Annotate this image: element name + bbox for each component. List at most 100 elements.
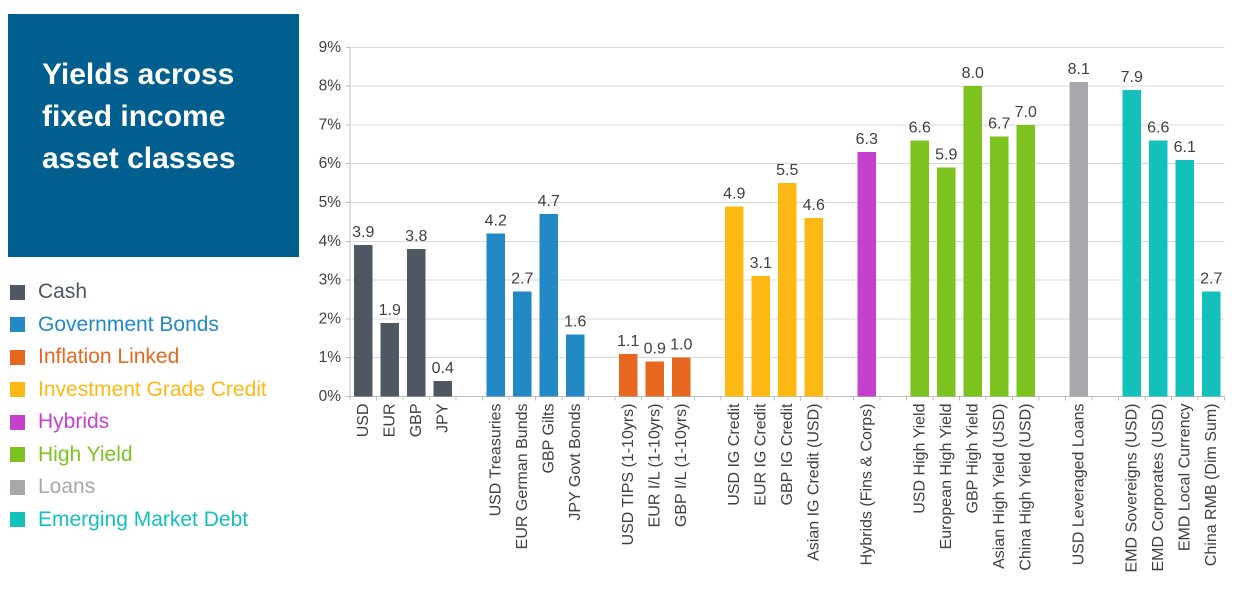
bar (645, 361, 664, 397)
x-axis-category-label: EMD Local Currency (1176, 404, 1193, 552)
chart-legend: Cash Government Bonds Inflation Linked I… (10, 276, 267, 536)
y-axis-tick-label: 0% (319, 388, 342, 405)
bar-value-label: 3.9 (352, 224, 374, 241)
bar (990, 136, 1009, 397)
x-axis-category-label: USD (355, 404, 372, 438)
legend-item-inflation-linked: Inflation Linked (10, 341, 267, 374)
bar-value-label: 3.8 (405, 228, 427, 245)
bar (804, 218, 823, 397)
bar-value-label: 6.3 (856, 131, 878, 148)
bar (778, 183, 797, 397)
bar-value-label: 6.6 (909, 119, 931, 136)
bar-value-label: 8.0 (962, 65, 984, 82)
bar-value-label: 4.9 (723, 185, 745, 202)
bar-value-label: 6.1 (1174, 139, 1196, 156)
legend-swatch-government-bonds (10, 317, 25, 333)
bar-value-label: 0.9 (644, 341, 666, 358)
x-axis-category-label: EUR I/L (1-10yrs) (646, 404, 663, 528)
bar-value-label: 1.0 (670, 337, 692, 354)
legend-label: Cash (38, 280, 88, 304)
x-axis-category-label: EMD Sovereigns (USD) (1123, 404, 1140, 573)
bar-value-label: 6.6 (1147, 119, 1169, 136)
y-axis-tick-label: 8% (319, 78, 342, 95)
legend-item-high-yield: High Yield (10, 439, 267, 472)
legend-label: Loans (38, 475, 96, 499)
bar (566, 334, 585, 397)
bar (1149, 140, 1168, 397)
bar-value-label: 4.7 (538, 193, 560, 210)
x-axis-category-label: China High Yield (USD) (1017, 404, 1034, 571)
x-axis-category-label: GBP Gilts (540, 404, 557, 474)
bar (725, 206, 744, 397)
bar-value-label: 4.2 (485, 213, 507, 230)
legend-swatch-emerging-market-debt (10, 512, 25, 528)
x-axis-category-label: Asian IG Credit (USD) (805, 404, 822, 561)
y-axis-tick-label: 7% (319, 116, 342, 133)
bar (857, 152, 876, 397)
x-axis-category-label: USD Leveraged Loans (1070, 404, 1087, 566)
legend-label: Government Bonds (38, 312, 219, 336)
bar (407, 249, 426, 397)
bar-value-label: 7.0 (1015, 104, 1037, 121)
x-axis-category-label: USD Treasuries (487, 404, 504, 517)
legend-item-loans: Loans (10, 471, 267, 504)
legend-swatch-hybrids (10, 414, 25, 430)
x-axis-category-label: EMD Corporates (USD) (1150, 404, 1167, 572)
legend-swatch-investment-grade-credit (10, 382, 25, 398)
bar (619, 353, 638, 397)
x-axis-category-label: Hybrids (Fins & Corps) (858, 404, 875, 566)
x-axis-category-label: China RMB (Dim Sum) (1203, 404, 1220, 567)
bar-value-label: 2.7 (1200, 271, 1222, 288)
x-axis-category-label: USD IG Credit (726, 403, 743, 506)
y-axis-tick-label: 2% (319, 310, 342, 327)
bar (486, 233, 505, 397)
bar (672, 357, 691, 397)
y-axis-tick-label: 9% (319, 39, 342, 56)
legend-label: Emerging Market Debt (38, 507, 249, 531)
x-axis-category-label: USD TIPS (1-10yrs) (620, 404, 637, 546)
legend-label: Inflation Linked (38, 345, 180, 369)
bar (433, 380, 452, 397)
bar (380, 322, 399, 397)
x-axis-category-label: GBP I/L (1-10yrs) (673, 404, 690, 528)
page-title-line-2: fixed income (42, 100, 226, 133)
bar-value-label: 7.9 (1121, 69, 1143, 86)
legend-item-hybrids: Hybrids (10, 406, 267, 439)
legend-swatch-inflation-linked (10, 349, 25, 365)
bar-value-label: 6.7 (988, 116, 1010, 133)
bar-value-label: 1.6 (564, 313, 586, 330)
bar (1069, 82, 1088, 397)
legend-label: Hybrids (38, 410, 110, 434)
x-axis-category-label: European High Yield (938, 404, 955, 550)
bar-value-label: 0.4 (432, 360, 454, 377)
bar-value-label: 3.1 (750, 255, 772, 272)
page-title-line-1: Yields across (42, 58, 235, 91)
bar-value-label: 5.5 (776, 162, 798, 179)
bar (1202, 291, 1221, 397)
bar (513, 291, 532, 397)
bar (354, 245, 373, 397)
bar (539, 214, 558, 397)
legend-item-emerging-market-debt: Emerging Market Debt (10, 504, 267, 537)
bar-value-label: 1.1 (617, 333, 639, 350)
legend-swatch-cash (10, 284, 25, 300)
legend-item-cash: Cash (10, 276, 267, 309)
bar (1175, 159, 1194, 397)
legend-label: Investment Grade Credit (38, 377, 267, 401)
bar-value-label: 8.1 (1068, 61, 1090, 78)
x-axis-category-label: JPY Govt Bonds (567, 404, 584, 521)
y-axis-tick-label: 6% (319, 155, 342, 172)
page-title-line-3: asset classes (42, 142, 236, 175)
y-axis-tick-label: 3% (319, 272, 342, 289)
x-axis-category-label: GBP High Yield (964, 404, 981, 514)
legend-item-investment-grade-credit: Investment Grade Credit (10, 374, 267, 407)
y-axis-tick-label: 4% (319, 233, 342, 250)
legend-item-government-bonds: Government Bonds (10, 309, 267, 342)
bar (1016, 124, 1035, 397)
x-axis-category-label: GBP (408, 404, 425, 438)
x-axis-category-label: USD High Yield (911, 404, 928, 514)
bar-value-label: 2.7 (511, 271, 533, 288)
bar (1122, 89, 1141, 397)
